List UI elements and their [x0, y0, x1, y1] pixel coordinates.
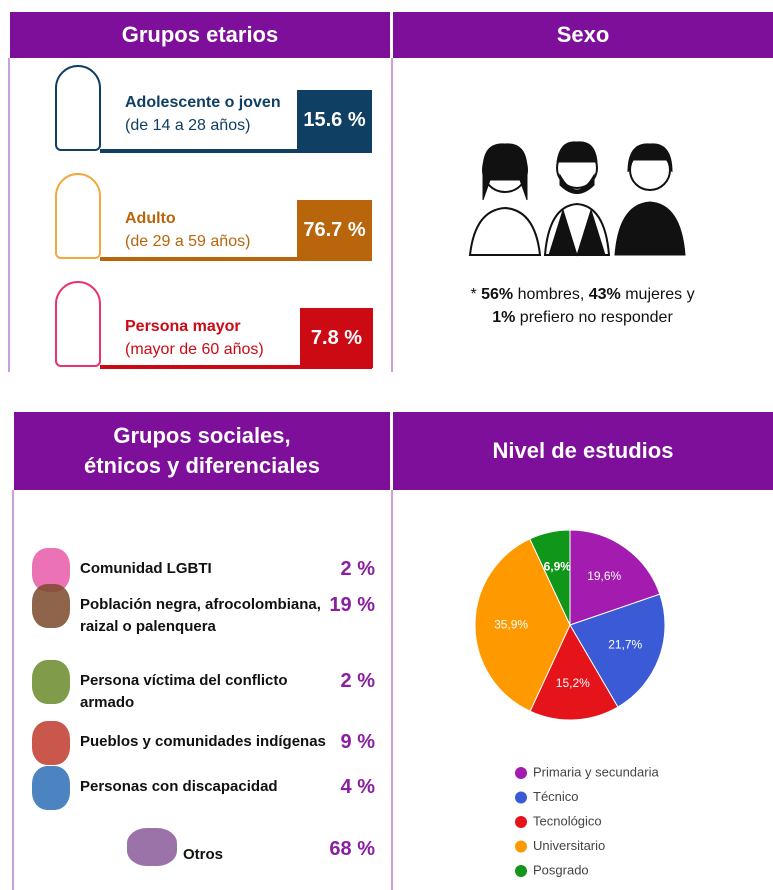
text-part: prefiero no responder — [515, 309, 672, 326]
group-value: 9 % — [300, 731, 375, 754]
row-value: 15.6 % — [297, 90, 372, 150]
row-value: 76.7 % — [297, 200, 372, 260]
row-sublabel: (mayor de 60 años) — [125, 341, 264, 359]
group-value: 2 % — [300, 558, 375, 581]
group-value: 19 % — [300, 594, 375, 617]
row-label: Adolescente o joven — [125, 94, 281, 112]
section-title: Sexo — [393, 22, 773, 48]
header: Nivel de estudios — [393, 412, 773, 490]
group-icon — [127, 828, 177, 866]
people-illustration — [465, 130, 690, 260]
legend-swatch — [515, 841, 527, 853]
section-title: étnicos y diferenciales — [14, 451, 390, 481]
row-label: Persona mayor — [125, 318, 241, 336]
group-label: Población negra, afrocolombiana, — [80, 596, 321, 613]
text-part: 43% — [589, 286, 621, 303]
row-sublabel: (de 29 a 59 años) — [125, 233, 250, 251]
group-label: Pueblos y comunidades indígenas — [80, 733, 326, 750]
legend-swatch — [515, 816, 527, 828]
slice-label: 35,9% — [494, 617, 528, 631]
group-label: Personas con discapacidad — [80, 778, 278, 795]
legend-label: Tecnológico — [533, 813, 602, 828]
row-label: Adulto — [125, 210, 176, 228]
person-icon — [55, 173, 101, 259]
text-part: 56% — [481, 286, 513, 303]
group-label: Persona víctima del conflicto — [80, 672, 288, 689]
group-label: Otros — [183, 846, 223, 863]
group-label: armado — [80, 694, 134, 711]
group-icon — [32, 766, 70, 810]
slice-label: 15,2% — [556, 676, 590, 690]
slice-label: 21,7% — [608, 638, 642, 652]
slice-label: 6,9% — [544, 560, 572, 574]
chart-title: Nivel de estudios — [393, 438, 773, 464]
text-part: * — [470, 286, 481, 303]
group-value: 4 % — [300, 776, 375, 799]
section-title: Grupos etarios — [10, 22, 390, 48]
text-part: 1% — [492, 309, 515, 326]
person-icon — [55, 281, 101, 367]
person-icon — [55, 65, 101, 151]
slice-label: 19,6% — [587, 569, 621, 583]
legend-swatch — [515, 792, 527, 804]
header: Grupos etarios — [10, 12, 390, 58]
row-value: 7.8 % — [300, 308, 373, 368]
header: Sexo — [393, 12, 773, 58]
group-icon — [32, 584, 70, 628]
group-value: 2 % — [300, 670, 375, 693]
group-icon — [32, 721, 70, 765]
group-label: raizal o palenquera — [80, 618, 216, 635]
section-title: Grupos sociales, — [14, 421, 390, 451]
legend-swatch — [515, 767, 527, 779]
text-part: hombres, — [513, 286, 589, 303]
sex-text: * 56% hombres, 43% mujeres y 1% prefiero… — [470, 283, 695, 329]
legend-swatch — [515, 865, 527, 877]
legend-label: Posgrado — [533, 862, 589, 877]
group-label: Comunidad LGBTI — [80, 560, 212, 577]
text-part: mujeres y — [621, 286, 699, 303]
group-value: 68 % — [300, 838, 375, 861]
header: Grupos sociales, étnicos y diferenciales — [14, 412, 390, 490]
group-icon — [32, 660, 70, 704]
legend-label: Universitario — [533, 838, 605, 853]
legend-label: Técnico — [533, 789, 579, 804]
row-sublabel: (de 14 a 28 años) — [125, 117, 250, 135]
legend-label: Primaria y secundaria — [533, 764, 659, 779]
page: Grupos etarios Sexo * 56% hombres, 43% m… — [0, 0, 773, 890]
pie-chart: 19,6% Primaria y secundaria 21,7% Técnico 15… — [393, 490, 773, 890]
